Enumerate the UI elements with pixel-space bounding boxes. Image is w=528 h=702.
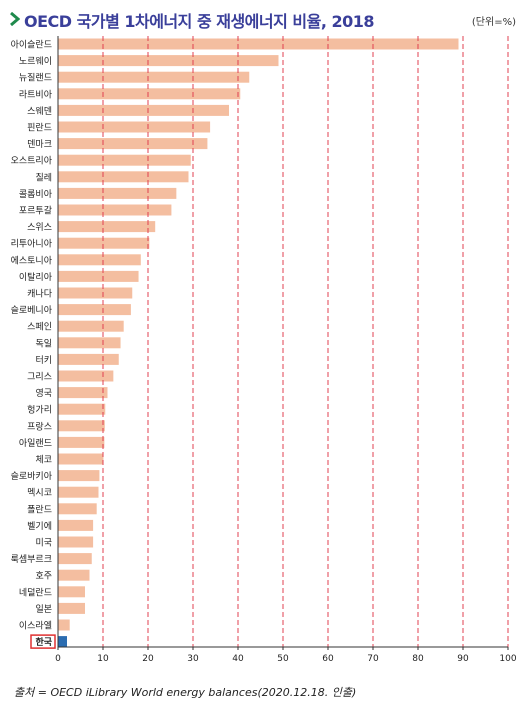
bar-item (58, 38, 459, 50)
bar-item (58, 121, 211, 133)
bar-item (58, 171, 189, 183)
category-label: 터키 (35, 355, 52, 366)
bar-item (58, 569, 90, 581)
category-label: 미국 (35, 538, 52, 549)
category-label: 헝가리 (27, 405, 52, 416)
bar-item (58, 237, 150, 249)
category-label: 콜롬비아 (19, 189, 53, 200)
category-label: 스위스 (27, 222, 52, 233)
category-label: 한국 (35, 636, 52, 648)
category-label: 칠레 (35, 172, 52, 183)
bar-item (58, 503, 97, 515)
category-label: 폴란드 (27, 503, 52, 515)
bar-item (58, 370, 114, 382)
chevron-right-icon (10, 12, 20, 26)
category-label: 노르웨이 (19, 55, 52, 67)
x-tick-label: 100 (499, 654, 516, 664)
category-label: 일본 (35, 604, 52, 615)
category-label: 체코 (35, 455, 52, 466)
category-label: 룩셈부르크 (11, 554, 52, 565)
category-label: 오스트리아 (11, 156, 53, 167)
bar-item (58, 553, 92, 565)
bar-item (58, 403, 106, 415)
bar-item (58, 154, 191, 166)
category-label: 에스토니아 (11, 255, 53, 266)
category-label: 호주 (35, 571, 52, 582)
category-label: 아일랜드 (19, 438, 52, 449)
bar-item (58, 287, 133, 299)
bar-item (58, 337, 121, 349)
bar-item (58, 387, 108, 399)
bar-item (58, 254, 141, 266)
x-tick-label: 10 (97, 654, 109, 664)
x-tick-label: 20 (142, 654, 154, 664)
x-tick-label: 70 (367, 654, 379, 664)
category-label: 리투아니아 (11, 239, 53, 250)
bar-item (58, 436, 105, 448)
bar-item (58, 519, 94, 531)
category-label: 그리스 (27, 372, 52, 383)
bar-item (58, 602, 85, 614)
bar-highlight (58, 636, 67, 648)
x-tick-label: 80 (412, 654, 424, 664)
x-tick-label: 50 (277, 654, 289, 664)
bar-item (58, 88, 241, 100)
highlight-box (30, 634, 56, 649)
x-tick-label: 90 (457, 654, 469, 664)
category-label: 캐나다 (27, 289, 53, 300)
category-label: 슬로바키아 (11, 471, 53, 482)
chart-title: OECD 국가별 1차에너지 중 재생에너지 비율, 2018 (24, 12, 375, 31)
bar-item (58, 420, 105, 432)
category-label: 이스라엘 (19, 621, 52, 632)
x-tick-label: 30 (187, 654, 199, 664)
bar-item (58, 221, 156, 233)
category-label: 영국 (35, 388, 52, 399)
bar-item (58, 104, 229, 116)
bar-item (58, 270, 139, 282)
category-label: 스페인 (27, 322, 52, 333)
bar-chart: 아이슬란드노르웨이뉴질랜드라트비아스웨덴핀란드덴마크오스트리아칠레콜롬비아포르투… (11, 36, 517, 664)
bar-item (58, 138, 208, 150)
source-note: 출처 = OECD iLibrary World energy balances… (14, 686, 357, 699)
category-label: 포르투갈 (19, 206, 52, 217)
x-tick-label: 60 (322, 654, 334, 664)
category-label: 벨기에 (27, 521, 52, 532)
x-tick-label: 40 (232, 654, 244, 664)
bar-item (58, 71, 250, 83)
category-label: 아이슬란드 (11, 39, 52, 51)
chart-header: OECD 국가별 1차에너지 중 재생에너지 비율, 2018 (단위=%) (10, 6, 518, 34)
x-tick-label: 0 (55, 654, 61, 664)
bar-item (58, 536, 94, 548)
bar-item (58, 320, 124, 332)
bar-item (58, 304, 131, 316)
bar-item (58, 353, 119, 365)
category-label: 핀란드 (27, 122, 52, 134)
bar-item (58, 470, 100, 482)
bar-item (58, 55, 279, 67)
category-label: 뉴질랜드 (19, 72, 52, 84)
category-label: 라트비아 (19, 89, 53, 100)
category-label: 덴마크 (27, 139, 52, 150)
bar-item (58, 619, 70, 631)
category-label: 슬로베니아 (11, 305, 53, 316)
category-label: 네덜란드 (19, 586, 52, 598)
category-label: 스웨덴 (27, 105, 52, 117)
category-label: 프랑스 (27, 420, 52, 432)
bar-item (58, 586, 85, 598)
category-label: 이탈리아 (19, 272, 53, 283)
bar-item (58, 486, 99, 498)
bar-item (58, 187, 177, 199)
bar-item (58, 453, 104, 465)
unit-label: (단위=%) (471, 17, 516, 28)
category-label: 독일 (35, 338, 52, 349)
bar-item (58, 204, 172, 216)
category-label: 멕시코 (27, 488, 52, 499)
